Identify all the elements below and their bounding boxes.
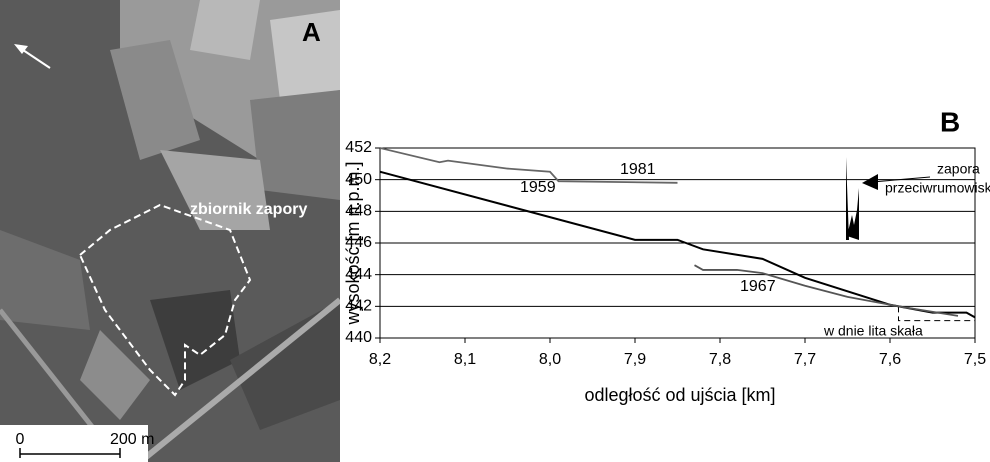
reservoir-outline: [78, 203, 252, 397]
y-tick-label: 446: [345, 234, 372, 251]
scale-label: 200 m: [110, 431, 154, 448]
x-tick-label: 7,9: [624, 351, 646, 368]
panel-label: A: [302, 17, 321, 47]
annotation: w dnie lita skała: [823, 323, 923, 339]
plot-frame: [379, 147, 976, 339]
north-arrow-head: [14, 44, 28, 54]
series-line: [694, 264, 959, 317]
series-label: 1981: [620, 161, 656, 178]
y-tick-label: 444: [345, 266, 372, 283]
bedrock-line: [898, 306, 975, 322]
y-tick-label: 440: [345, 329, 372, 346]
annotation: zapora: [937, 161, 980, 177]
reservoir-label: zbiornik zapory: [190, 201, 307, 218]
x-axis-label: odległość od ujścia [km]: [584, 385, 775, 405]
scale-label: 0: [16, 431, 25, 448]
x-tick-label: 8,0: [539, 351, 561, 368]
x-tick-label: 7,8: [709, 351, 731, 368]
dam: [846, 157, 859, 240]
panel-label: B: [940, 106, 960, 137]
annotation-arrowhead: [862, 174, 878, 190]
series-label: 1959: [520, 179, 556, 196]
chart: B odległość od ujścia [km] wysokość [m n…: [343, 106, 990, 405]
x-tick-label: 7,6: [879, 351, 901, 368]
x-tick-label: 7,5: [964, 351, 986, 368]
y-tick-label: 450: [345, 171, 372, 188]
x-tick-label: 8,1: [454, 351, 476, 368]
y-tick-label: 452: [345, 139, 372, 156]
series-line: [379, 147, 678, 184]
series-label: 1967: [740, 278, 776, 295]
x-tick-label: 8,2: [369, 351, 391, 368]
scale-background: [0, 425, 148, 462]
y-tick-label: 442: [345, 298, 372, 315]
north-arrow: [19, 47, 51, 69]
y-tick-label: 448: [345, 203, 372, 220]
x-tick-label: 7,7: [794, 351, 816, 368]
aerial-photo: A zbiornik zapory 0 200 m: [0, 0, 340, 462]
annotation: przeciwrumowiskowa: [885, 180, 990, 196]
y-axis-label: wysokość [m n.p.m.]: [343, 161, 363, 325]
